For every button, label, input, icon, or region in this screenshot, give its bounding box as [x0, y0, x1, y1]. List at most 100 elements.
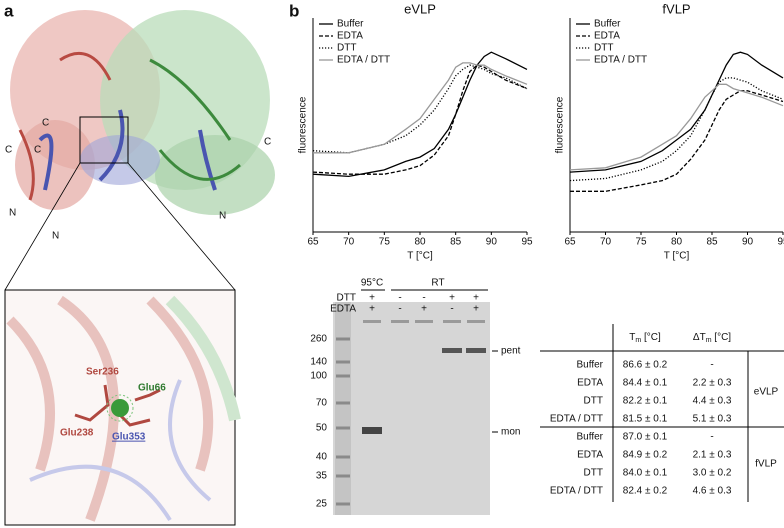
series-line: [312, 64, 528, 175]
x-tick-label: 90: [486, 237, 498, 248]
legend-label: EDTA: [594, 31, 620, 42]
residue-label: Glu238: [60, 428, 94, 439]
y-axis-label: fluorescence: [555, 96, 566, 153]
header-unit: [°C]: [712, 332, 732, 343]
terminus-label: C: [264, 137, 271, 148]
x-tick-label: 70: [600, 237, 612, 248]
gel-image: [333, 302, 490, 515]
ladder-band: [336, 455, 350, 459]
row-label: DTT: [584, 396, 603, 407]
series-line: [312, 64, 528, 154]
x-tick-label: 85: [706, 237, 718, 248]
gel-condition: 95°C: [361, 278, 383, 289]
row-label: DTT: [584, 468, 603, 479]
x-tick-label: 75: [379, 237, 391, 248]
ladder-band: [336, 426, 350, 430]
series-line: [569, 83, 784, 171]
gel-well-band: [363, 320, 381, 323]
gel-band: [442, 348, 462, 353]
table-cell: 84.4 ± 0.1: [623, 378, 668, 389]
band-label: mon: [501, 427, 520, 438]
gel-well-band: [391, 320, 409, 323]
table-cell: 87.0 ± 0.1: [623, 432, 668, 443]
x-tick-label: 65: [564, 237, 576, 248]
ladder-band: [336, 502, 350, 506]
terminus-label: C: [34, 145, 41, 156]
band-label: pent: [501, 346, 521, 357]
residue-label: Glu66: [138, 383, 166, 394]
gel-well-band: [443, 320, 461, 323]
table-header: Tm [°C]: [629, 332, 661, 345]
ladder-band: [336, 337, 350, 341]
series-line: [312, 51, 528, 178]
header-symbol: ΔT: [693, 332, 706, 343]
marker-label: 260: [310, 334, 327, 345]
marker-label: 50: [316, 423, 328, 434]
series-line: [569, 51, 784, 173]
gel-well-band: [467, 320, 485, 323]
x-tick-label: 70: [343, 237, 355, 248]
ladder-band: [336, 360, 350, 364]
table-cell: 84.9 ± 0.2: [623, 450, 668, 461]
y-axis-label: fluorescence: [298, 96, 309, 153]
residue-label: Glu353: [112, 432, 146, 443]
row-label: EDTA / DTT: [550, 486, 603, 497]
legend-label: EDTA / DTT: [594, 55, 647, 66]
header-sub: m: [706, 337, 712, 344]
table-cell: 86.6 ± 0.2: [623, 360, 668, 371]
x-tick-label: 95: [521, 237, 533, 248]
table-cell: -: [710, 432, 713, 443]
legend-label: Buffer: [594, 19, 621, 30]
table-cell: 5.1 ± 0.3: [693, 414, 732, 425]
legend-label: DTT: [594, 43, 613, 54]
marker-label: 25: [316, 499, 328, 510]
x-tick-label: 95: [777, 237, 784, 248]
table-header: ΔTm [°C]: [693, 332, 731, 345]
row-label: EDTA / DTT: [550, 414, 603, 425]
gel-well-band: [415, 320, 433, 323]
panel-label: a: [4, 1, 14, 20]
table-cell: 2.2 ± 0.3: [693, 378, 732, 389]
header-symbol: T: [629, 332, 635, 343]
ladder-band: [336, 474, 350, 478]
marker-label: 100: [310, 371, 327, 382]
table-cell: 4.6 ± 0.3: [693, 486, 732, 497]
legend-label: DTT: [337, 43, 356, 54]
table-cell: 82.2 ± 0.1: [623, 396, 668, 407]
table-cell: 82.4 ± 0.2: [623, 486, 668, 497]
legend-label: Buffer: [337, 19, 364, 30]
row-label: Buffer: [577, 360, 604, 371]
x-tick-label: 85: [450, 237, 462, 248]
table-cell: -: [710, 360, 713, 371]
marker-label: 140: [310, 357, 327, 368]
gel-sign: +: [473, 304, 479, 315]
header-sub: m: [635, 337, 641, 344]
gel-row-label: EDTA: [330, 304, 356, 315]
table-cell: 4.4 ± 0.3: [693, 396, 732, 407]
inset: [4, 289, 241, 526]
x-tick-label: 80: [414, 237, 426, 248]
header-unit: [°C]: [641, 332, 661, 343]
x-tick-label: 75: [635, 237, 647, 248]
x-tick-label: 65: [307, 237, 319, 248]
x-axis-label: T [°C]: [407, 251, 433, 262]
gel-sign: +: [473, 293, 479, 304]
row-label: EDTA: [577, 450, 603, 461]
panel-label: b: [289, 1, 299, 20]
protein-structure: [4, 10, 275, 291]
terminus-label: C: [5, 145, 12, 156]
gel-sign: -: [398, 304, 401, 315]
series-line: [570, 90, 784, 192]
gel-sign: +: [421, 304, 427, 315]
x-tick-label: 90: [742, 237, 754, 248]
x-axis-label: T [°C]: [664, 251, 690, 262]
marker-label: 40: [316, 452, 328, 463]
legend-label: EDTA: [337, 31, 363, 42]
x-tick-label: 80: [671, 237, 683, 248]
legend-label: EDTA / DTT: [337, 55, 390, 66]
residue-label: Ser236: [86, 367, 119, 378]
table-cell: 81.5 ± 0.1: [623, 414, 668, 425]
terminus-label: C: [42, 118, 49, 129]
chart-title: eVLP: [404, 1, 436, 16]
